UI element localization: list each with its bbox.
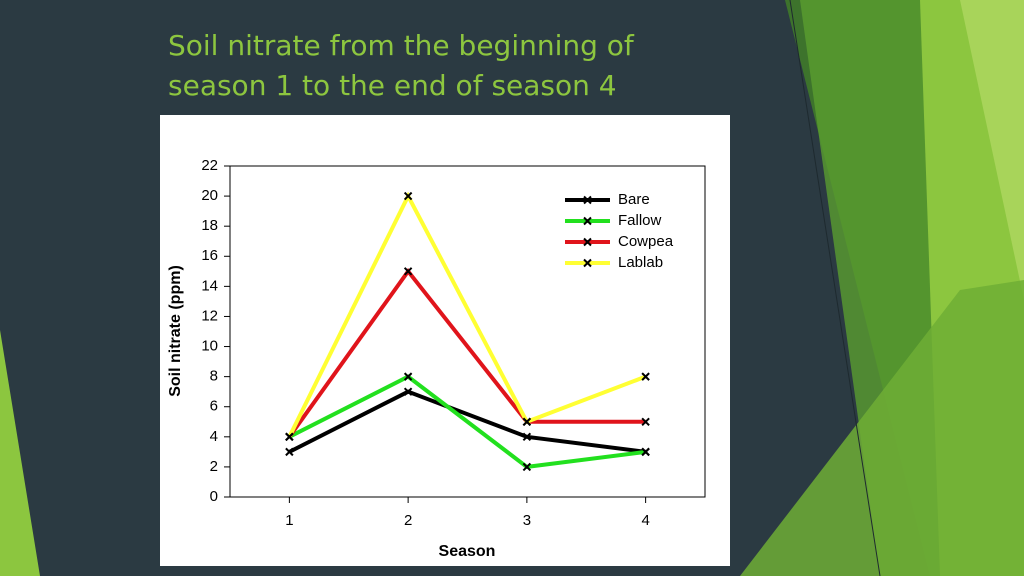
data-marker bbox=[522, 417, 532, 426]
series-line bbox=[288, 374, 646, 469]
series-line bbox=[287, 191, 647, 438]
chart-panel bbox=[160, 115, 730, 566]
y-tick-label: 18 bbox=[201, 217, 218, 234]
y-axis-label: Soil nitrate (ppm) bbox=[167, 265, 184, 397]
legend-marker bbox=[583, 258, 592, 268]
y-tick-label: 22 bbox=[201, 157, 218, 174]
data-marker bbox=[285, 447, 294, 457]
y-tick-label: 0 bbox=[210, 488, 218, 505]
y-tick-label: 20 bbox=[201, 187, 218, 204]
series-line bbox=[288, 389, 646, 454]
x-axis-label: Season bbox=[439, 543, 496, 560]
data-marker bbox=[522, 462, 532, 472]
y-tick-label: 12 bbox=[201, 307, 218, 324]
legend-label: Lablab bbox=[618, 254, 663, 271]
x-tick-label: 4 bbox=[641, 512, 649, 529]
y-tick-label: 14 bbox=[201, 277, 218, 294]
legend-marker bbox=[583, 216, 592, 226]
x-tick-label: 2 bbox=[404, 512, 412, 529]
legend-marker bbox=[583, 195, 592, 205]
x-tick-label: 3 bbox=[523, 512, 531, 529]
data-marker bbox=[641, 447, 650, 457]
legend-label: Fallow bbox=[618, 212, 662, 229]
series-line bbox=[287, 267, 646, 438]
legend-label: Cowpea bbox=[618, 233, 674, 250]
data-marker bbox=[403, 387, 413, 396]
slide-title: Soil nitrate from the beginning of seaso… bbox=[168, 29, 634, 102]
data-marker bbox=[522, 432, 532, 442]
y-tick-label: 8 bbox=[210, 368, 218, 385]
y-tick-label: 10 bbox=[201, 338, 218, 355]
data-marker bbox=[403, 267, 413, 276]
legend-label: Bare bbox=[618, 191, 650, 208]
y-tick-label: 4 bbox=[210, 428, 218, 445]
plot-frame bbox=[229, 165, 706, 498]
data-marker bbox=[403, 372, 413, 381]
data-marker bbox=[641, 417, 650, 426]
data-marker bbox=[403, 191, 413, 201]
data-marker bbox=[285, 432, 294, 442]
data-marker bbox=[641, 372, 650, 381]
y-tick-label: 16 bbox=[201, 247, 218, 264]
y-tick-label: 6 bbox=[210, 398, 218, 415]
legend-marker bbox=[583, 237, 592, 247]
y-tick-label: 2 bbox=[210, 458, 218, 475]
x-tick-label: 1 bbox=[285, 512, 293, 529]
